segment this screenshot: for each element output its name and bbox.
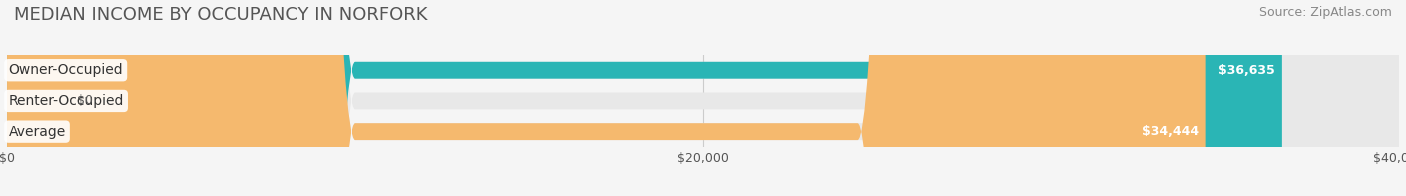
FancyBboxPatch shape [7,0,1399,196]
Text: MEDIAN INCOME BY OCCUPANCY IN NORFORK: MEDIAN INCOME BY OCCUPANCY IN NORFORK [14,6,427,24]
Text: Renter-Occupied: Renter-Occupied [8,94,124,108]
FancyBboxPatch shape [7,0,1282,196]
FancyBboxPatch shape [7,0,1205,196]
FancyBboxPatch shape [7,0,1399,196]
Text: $0: $0 [77,94,93,107]
Text: $36,635: $36,635 [1218,64,1275,77]
Text: $34,444: $34,444 [1142,125,1199,138]
FancyBboxPatch shape [7,0,1399,196]
Text: Average: Average [8,125,66,139]
Text: Owner-Occupied: Owner-Occupied [8,63,124,77]
Text: Source: ZipAtlas.com: Source: ZipAtlas.com [1258,6,1392,19]
